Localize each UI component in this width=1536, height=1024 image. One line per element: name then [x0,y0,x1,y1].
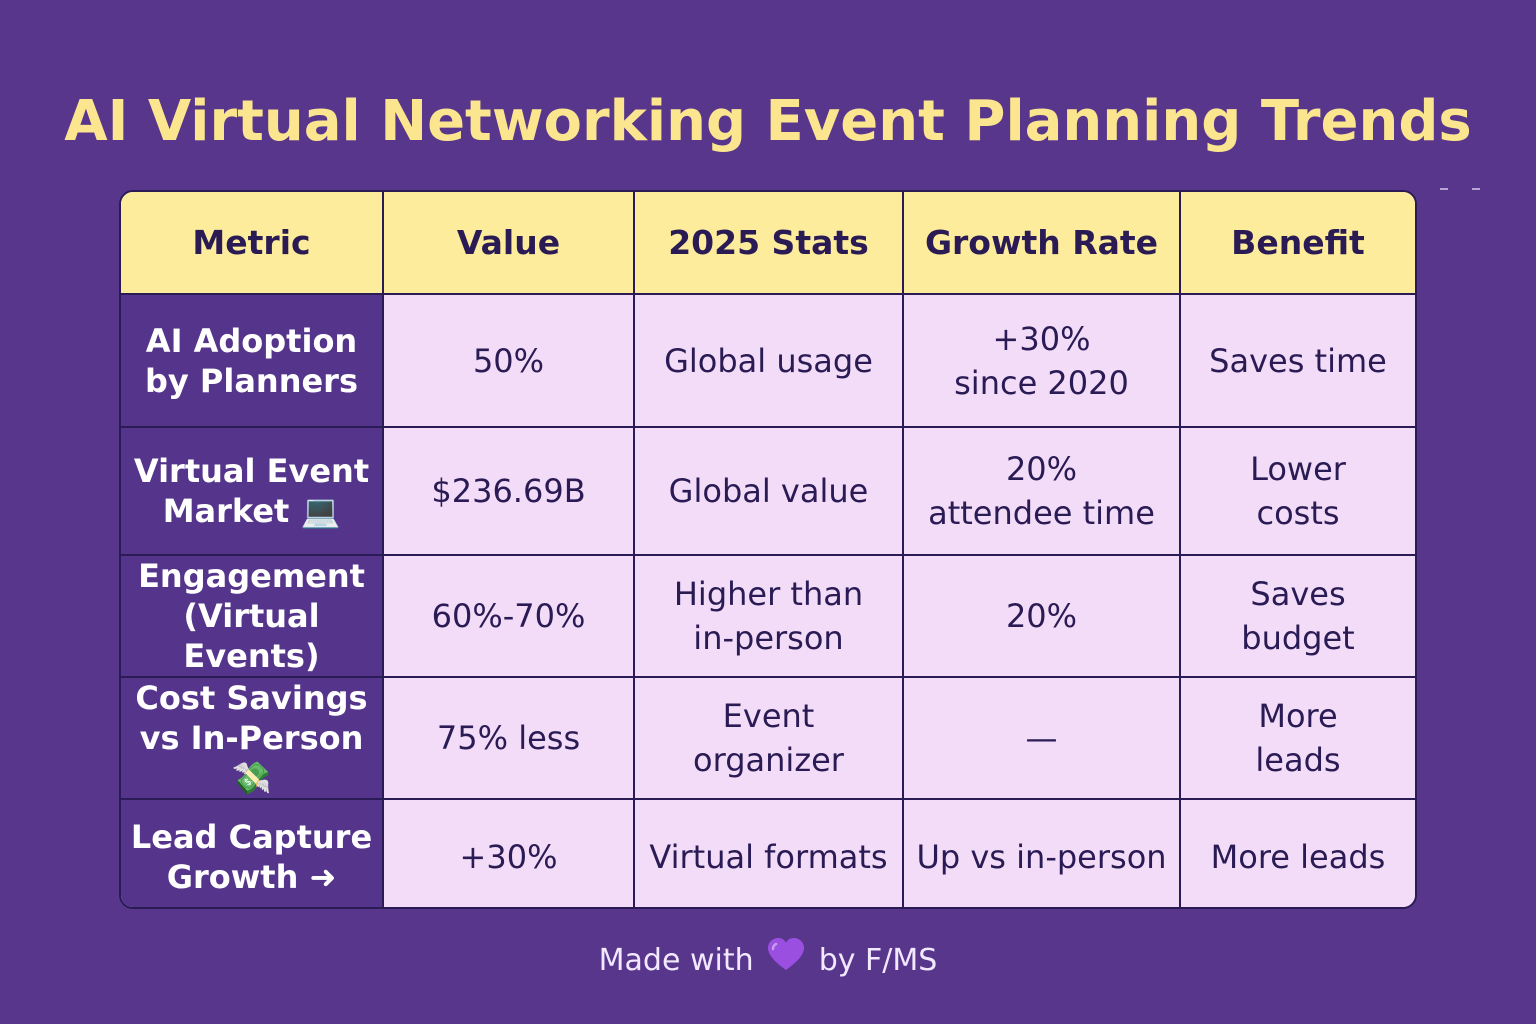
row-benefit: More leads [1179,798,1415,907]
cell-line: vs In-Person💸 [139,719,364,797]
cell-line: +30% [992,319,1091,358]
table-header-row: Metric Value 2025 Stats Growth Rate Bene… [121,192,1415,295]
column-header-2025-stats: 2025 Stats [633,192,904,295]
cell-line: 50% [472,341,545,380]
cell-line: (Virtual Events) [183,597,320,675]
cell-line: Global value [668,472,869,510]
row-growth-rate: — [902,676,1181,800]
row-benefit: Lower costs [1179,426,1415,556]
cell-line: $236.69B [431,472,586,510]
decorative-dash [1472,188,1480,190]
cell-line: Growth ➜ [166,857,337,896]
cell-line: 20% [1005,597,1078,635]
row-value: 50% [382,293,635,428]
column-header-benefit: Benefit [1179,192,1415,295]
cell-line: +30% [459,837,558,876]
cell-line: Engagement [138,557,365,595]
table-row: AI Adoption by Planners 50% Global usage +30… [121,293,1415,428]
row-growth-rate: Up vs in-person [902,798,1181,907]
table-row: Cost Savings vs In-Person💸 75% less Event or… [121,676,1415,800]
cell-line: More [1258,697,1338,735]
row-2025-stats: Global usage [633,293,904,428]
row-value: 75% less [382,676,635,800]
table-body: AI Adoption by Planners 50% Global usage +30… [121,293,1415,907]
cell-line: budget [1241,619,1355,657]
row-growth-rate: 20% [902,554,1181,678]
row-metric: AI Adoption by Planners [121,293,384,428]
table-row: Virtual Event Market 💻 $236.69B Global valu… [121,426,1415,556]
decorative-dash [1440,188,1448,190]
row-metric: Cost Savings vs In-Person💸 [121,676,384,800]
row-benefit: Saves budget [1179,554,1415,678]
cell-line: Cost Savings [135,679,368,717]
cell-line: More leads [1210,837,1386,876]
cell-line: costs [1256,494,1340,532]
cell-line: Lower [1250,450,1346,488]
cell-line: attendee time [928,494,1155,532]
cell-line: Global usage [664,341,873,380]
table-row: Engagement (Virtual Events) 60%-70% Higher … [121,554,1415,678]
cell-line: 20% [1005,450,1078,488]
cell-line: Virtual formats [649,837,888,876]
cell-line: Event [722,697,815,735]
row-value: $236.69B [382,426,635,556]
column-header-growth-rate: Growth Rate [902,192,1181,295]
cell-line: 60%-70% [431,597,586,635]
footer-credit: Made with by F/MS [0,938,1536,985]
cell-line: Lead Capture [130,817,373,856]
row-2025-stats: Global value [633,426,904,556]
row-2025-stats: Event organizer [633,676,904,800]
cell-line: Virtual Event [133,452,370,490]
trends-table: Metric Value 2025 Stats Growth Rate Bene… [119,190,1417,909]
row-value: +30% [382,798,635,907]
row-2025-stats: Virtual formats [633,798,904,907]
footer-prefix: Made with [598,943,754,978]
page-title: AI Virtual Networking Event Planning Tre… [64,89,1472,154]
row-growth-rate: 20% attendee time [902,426,1181,556]
table-row: Lead Capture Growth ➜ +30% Virtual formats U… [121,798,1415,907]
cell-line: Saves [1250,575,1346,613]
row-benefit: More leads [1179,676,1415,800]
cell-line: organizer [693,741,844,779]
purple-heart-icon [767,938,805,985]
cell-line: Up vs in-person [916,837,1167,876]
row-benefit: Saves time [1179,293,1415,428]
cell-line: since 2020 [954,363,1129,402]
row-metric: Virtual Event Market 💻 [121,426,384,556]
cell-line: leads [1255,741,1341,779]
cell-line: Market 💻 [162,492,341,530]
column-header-metric: Metric [121,192,384,295]
cell-line: Higher than [673,575,864,613]
row-metric: Lead Capture Growth ➜ [121,798,384,907]
row-2025-stats: Higher than in-person [633,554,904,678]
row-value: 60%-70% [382,554,635,678]
cell-line: AI Adoption [145,321,358,360]
cell-line: Saves time [1209,341,1387,380]
footer-suffix: by F/MS [818,943,938,978]
cell-line: by Planners [144,361,358,400]
cell-line: — [1025,719,1058,757]
cell-line: in-person [693,619,844,657]
cell-line: 75% less [436,719,581,757]
row-metric: Engagement (Virtual Events) [121,554,384,678]
column-header-value: Value [382,192,635,295]
row-growth-rate: +30% since 2020 [902,293,1181,428]
